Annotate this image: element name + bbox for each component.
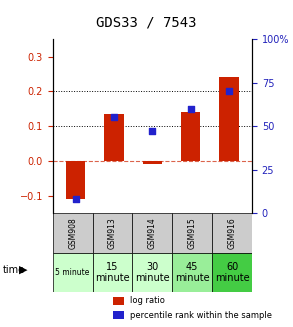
Point bbox=[150, 129, 155, 134]
Bar bbox=[105, 114, 124, 161]
Text: GSM908: GSM908 bbox=[68, 217, 77, 249]
Text: GSM915: GSM915 bbox=[188, 217, 197, 249]
FancyBboxPatch shape bbox=[172, 252, 212, 292]
Point bbox=[73, 197, 78, 202]
Text: percentile rank within the sample: percentile rank within the sample bbox=[130, 311, 272, 320]
Bar bbox=[113, 311, 125, 319]
Text: 5 minute: 5 minute bbox=[55, 268, 90, 277]
Bar bbox=[113, 297, 125, 305]
Text: GDS33 / 7543: GDS33 / 7543 bbox=[96, 15, 197, 29]
Point bbox=[112, 115, 116, 120]
Text: time: time bbox=[3, 265, 25, 275]
Text: 60
minute: 60 minute bbox=[215, 262, 249, 283]
FancyBboxPatch shape bbox=[93, 213, 132, 252]
FancyBboxPatch shape bbox=[172, 213, 212, 252]
FancyBboxPatch shape bbox=[132, 252, 172, 292]
Bar bbox=[181, 112, 200, 161]
Point bbox=[188, 106, 193, 112]
Bar bbox=[143, 161, 162, 164]
FancyBboxPatch shape bbox=[212, 252, 252, 292]
FancyBboxPatch shape bbox=[212, 213, 252, 252]
Text: log ratio: log ratio bbox=[130, 297, 165, 305]
Text: 30
minute: 30 minute bbox=[135, 262, 170, 283]
Text: 15
minute: 15 minute bbox=[95, 262, 130, 283]
Text: GSM916: GSM916 bbox=[228, 217, 236, 249]
Text: 45
minute: 45 minute bbox=[175, 262, 209, 283]
Bar bbox=[219, 77, 239, 161]
FancyBboxPatch shape bbox=[132, 213, 172, 252]
FancyBboxPatch shape bbox=[53, 213, 93, 252]
Text: ▶: ▶ bbox=[19, 265, 28, 275]
Point bbox=[227, 89, 231, 94]
Bar bbox=[66, 161, 85, 199]
FancyBboxPatch shape bbox=[53, 252, 93, 292]
FancyBboxPatch shape bbox=[93, 252, 132, 292]
Text: GSM914: GSM914 bbox=[148, 217, 157, 249]
Text: GSM913: GSM913 bbox=[108, 217, 117, 249]
